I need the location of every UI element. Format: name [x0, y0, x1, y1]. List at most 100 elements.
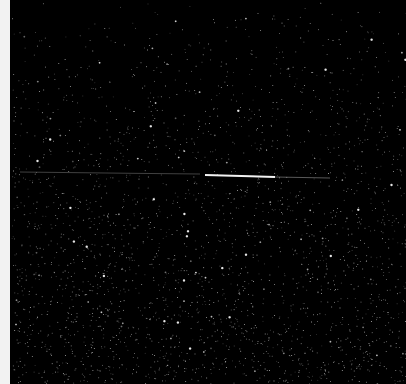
- star: [251, 280, 253, 281]
- star: [370, 321, 372, 322]
- star: [98, 377, 100, 379]
- star: [195, 65, 197, 67]
- star: [184, 310, 186, 312]
- star: [330, 97, 332, 99]
- star: [66, 202, 68, 204]
- star: [222, 205, 224, 207]
- star: [351, 188, 352, 190]
- star: [333, 280, 334, 282]
- star: [209, 116, 211, 117]
- star: [121, 322, 124, 325]
- star: [320, 285, 322, 287]
- star: [174, 258, 176, 260]
- star: [271, 126, 272, 127]
- star: [145, 197, 147, 199]
- star: [223, 219, 225, 221]
- star: [245, 330, 247, 331]
- star: [69, 307, 71, 309]
- star: [370, 358, 372, 360]
- star: [347, 297, 349, 299]
- star: [321, 243, 323, 245]
- star: [90, 227, 92, 229]
- star: [294, 231, 295, 233]
- star: [197, 380, 199, 382]
- star: [133, 213, 135, 215]
- star: [283, 299, 285, 301]
- star: [310, 250, 312, 252]
- star: [14, 292, 16, 294]
- star: [101, 96, 103, 98]
- star: [58, 264, 60, 266]
- star: [79, 35, 81, 37]
- star: [221, 61, 223, 63]
- star: [317, 266, 319, 268]
- star: [153, 277, 155, 279]
- star: [330, 288, 331, 290]
- star: [376, 339, 378, 341]
- star: [401, 155, 403, 157]
- star: [83, 219, 85, 221]
- star: [239, 293, 241, 295]
- star: [252, 352, 254, 354]
- star: [389, 345, 392, 347]
- star: [137, 357, 139, 359]
- star: [224, 232, 226, 234]
- star: [351, 233, 353, 235]
- star: [256, 129, 258, 131]
- star: [302, 104, 304, 106]
- star: [98, 325, 100, 327]
- star: [71, 291, 73, 293]
- star: [70, 345, 72, 347]
- star: [195, 248, 197, 250]
- star: [375, 193, 377, 195]
- star: [290, 308, 292, 310]
- star: [92, 338, 94, 340]
- star: [115, 335, 117, 336]
- star: [28, 223, 30, 225]
- star: [123, 200, 125, 202]
- star: [326, 225, 328, 226]
- star: [101, 347, 103, 349]
- star: [330, 223, 332, 225]
- star: [132, 22, 134, 24]
- star: [117, 320, 119, 322]
- star: [173, 370, 175, 372]
- star: [326, 54, 328, 55]
- star: [197, 321, 199, 323]
- star: [287, 134, 289, 136]
- star: [94, 23, 96, 25]
- star: [327, 39, 329, 41]
- star: [328, 173, 329, 174]
- star: [210, 49, 212, 51]
- star: [324, 364, 326, 366]
- star: [338, 154, 340, 156]
- star: [293, 293, 295, 295]
- star: [141, 218, 143, 220]
- star: [268, 340, 270, 341]
- star: [37, 102, 39, 104]
- star: [127, 219, 129, 221]
- star: [248, 283, 250, 285]
- star: [236, 58, 238, 60]
- star: [269, 380, 271, 382]
- star: [100, 311, 103, 314]
- star: [360, 103, 362, 105]
- star: [339, 259, 341, 260]
- star: [192, 339, 194, 341]
- star: [220, 65, 222, 67]
- star: [92, 290, 94, 292]
- star: [274, 209, 276, 211]
- star: [149, 222, 151, 223]
- star: [224, 81, 226, 83]
- star: [99, 137, 101, 139]
- star: [13, 106, 15, 108]
- star: [144, 170, 146, 172]
- star: [109, 136, 111, 138]
- star: [258, 109, 260, 111]
- star: [116, 287, 118, 288]
- star: [35, 271, 37, 273]
- star: [112, 96, 114, 98]
- star: [354, 246, 355, 248]
- star: [229, 325, 231, 326]
- star: [296, 287, 298, 289]
